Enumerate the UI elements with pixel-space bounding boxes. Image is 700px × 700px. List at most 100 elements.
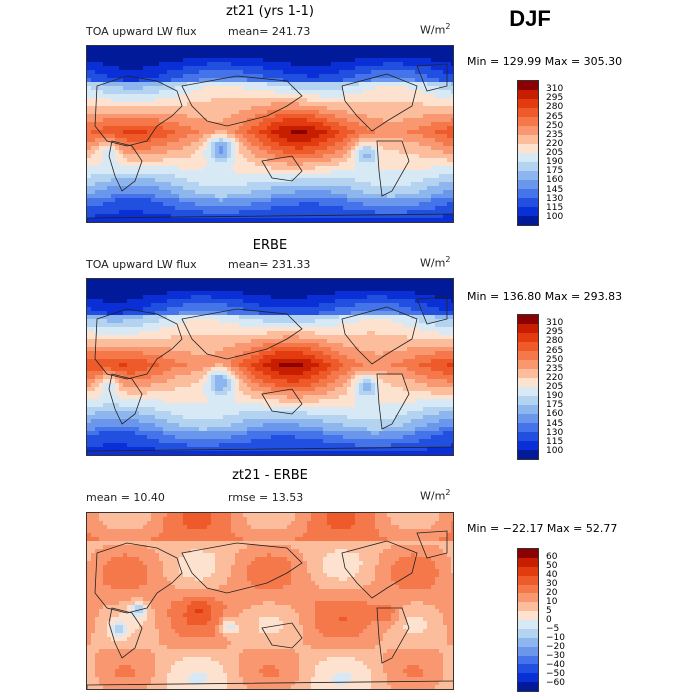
colorbar-swatch: [518, 602, 538, 612]
colorbar-swatch: [518, 557, 538, 567]
colorbar-swatch: [518, 387, 538, 396]
colorbar-tick-label: 115: [546, 202, 564, 213]
panel-2-unit-sup: 2: [445, 255, 451, 264]
panel-1-unit-main: W/m: [420, 23, 446, 37]
colorbar-tick-label: 10: [546, 597, 558, 607]
colorbar-tick-label: 190: [546, 391, 564, 402]
colorbar-swatch: [518, 342, 538, 351]
colorbar-swatch: [518, 126, 538, 135]
panel-2-minmax: Min = 136.80 Max = 293.83: [467, 290, 623, 303]
colorbar-swatch: [518, 216, 538, 225]
panel-2-unit-main: W/m: [420, 256, 446, 270]
colorbar-tick-label: 265: [546, 111, 564, 122]
colorbar-swatch: [518, 593, 538, 603]
colorbar-tick-label: 145: [546, 184, 564, 195]
panel-1-title: zt21 (yrs 1-1): [226, 4, 314, 19]
colorbar-swatch: [518, 637, 538, 647]
colorbar-tick-label: 280: [546, 336, 564, 347]
panel-1-mean-label: mean= 241.73: [228, 25, 311, 38]
panel-3-title: zt21 - ERBE: [232, 468, 308, 483]
colorbar-tick-label: 5: [546, 606, 552, 616]
colorbar-tick-label: −20: [546, 642, 565, 652]
colorbar-tick-label: 295: [546, 327, 564, 338]
panel-3-unit-sup: 2: [445, 488, 451, 497]
colorbar-swatch: [518, 135, 538, 144]
colorbar-swatch: [518, 99, 538, 108]
colorbar-swatch: [518, 432, 538, 441]
colorbar-tick-label: 160: [546, 175, 564, 186]
colorbar-swatch: [518, 414, 538, 423]
colorbar-swatch: [518, 171, 538, 180]
colorbar-swatch: [518, 369, 538, 378]
colorbar-tick-label: 115: [546, 436, 564, 447]
panel-1-unit-sup: 2: [445, 22, 451, 31]
colorbar-tick-label: 100: [546, 445, 564, 456]
colorbar-tick-label: 0: [546, 615, 552, 625]
colorbar-swatch: [518, 198, 538, 207]
colorbar-swatch: [518, 646, 538, 656]
colorbar-swatch: [518, 90, 538, 99]
colorbar-swatch: [518, 584, 538, 594]
colorbar-swatch: [518, 575, 538, 585]
colorbar-tick-label: −30: [546, 651, 565, 661]
season-label: DJF: [509, 6, 551, 31]
colorbar-tick-label: 175: [546, 166, 564, 177]
colorbar-tick-label: 280: [546, 102, 564, 113]
panel-2-title: ERBE: [252, 238, 288, 253]
panel-3-minmax: Min = −22.17 Max = 52.77: [467, 522, 618, 535]
panel-2-mean-label: mean= 231.33: [228, 258, 311, 271]
panel-1-minmax: Min = 129.99 Max = 305.30: [467, 55, 623, 68]
colorbar-tick-label: 50: [546, 561, 558, 571]
colorbar-swatch: [518, 189, 538, 198]
panel-3-mean-label: mean = 10.40: [86, 491, 165, 504]
panel-1-unit: W/m2: [420, 22, 450, 37]
colorbar-tick-label: 145: [546, 418, 564, 429]
colorbar-swatch: [518, 153, 538, 162]
colorbar-tick-label: 205: [546, 148, 564, 158]
colorbar-swatch: [518, 360, 538, 369]
colorbar-swatch: [518, 566, 538, 576]
colorbar-tick-label: 20: [546, 588, 558, 598]
colorbar-tick-label: 190: [546, 157, 564, 168]
panel-1-map: [86, 45, 454, 223]
colorbar-tick-label: 130: [546, 193, 564, 204]
panel-1-colorbar-labels: 310 295 280 265 250 235 220 205 190 175 160 145 130 1…: [546, 80, 586, 226]
colorbar-swatch: [518, 108, 538, 117]
colorbar-swatch: [518, 396, 538, 405]
colorbar-tick-label: 310: [546, 84, 564, 95]
colorbar-swatch: [518, 405, 538, 414]
colorbar-tick-label: 220: [546, 138, 564, 149]
panel-2-colorbar-labels: 310 295 280 265 250 235 220 205 190 175 160 145 130 1…: [546, 314, 586, 460]
colorbar-tick-label: 60: [546, 552, 558, 562]
colorbar-tick-label: 250: [546, 354, 564, 365]
colorbar-swatch: [518, 378, 538, 387]
colorbar-swatch: [518, 117, 538, 126]
colorbar-tick-label: 40: [546, 570, 558, 580]
colorbar-tick-label: −10: [546, 633, 565, 643]
panel-3-map: [86, 512, 454, 690]
colorbar-tick-label: 235: [546, 363, 564, 374]
colorbar-swatch: [518, 620, 538, 629]
colorbar-tick-label: 130: [546, 427, 564, 438]
panel-1-variable-label: TOA upward LW flux: [86, 25, 197, 38]
colorbar-swatch: [518, 450, 538, 459]
colorbar-tick-label: 100: [546, 211, 564, 222]
colorbar-tick-label: 30: [546, 579, 558, 589]
colorbar-swatch: [518, 144, 538, 153]
colorbar-tick-label: 220: [546, 372, 564, 383]
colorbar-tick-label: −50: [546, 669, 565, 679]
colorbar-swatch: [518, 673, 538, 683]
colorbar-swatch: [518, 81, 538, 90]
panel-2-variable-label: TOA upward LW flux: [86, 258, 197, 271]
panel-2-colorbar: [517, 314, 539, 460]
colorbar-swatch: [518, 315, 538, 324]
colorbar-swatch: [518, 628, 538, 638]
colorbar-tick-label: −5: [546, 624, 560, 634]
colorbar-tick-label: 175: [546, 400, 564, 411]
colorbar-swatch: [518, 611, 538, 620]
colorbar-tick-label: 265: [546, 345, 564, 356]
colorbar-swatch: [518, 682, 538, 691]
panel-3-unit: W/m2: [420, 488, 450, 503]
colorbar-tick-label: 235: [546, 129, 564, 140]
colorbar-tick-label: 205: [546, 382, 564, 392]
